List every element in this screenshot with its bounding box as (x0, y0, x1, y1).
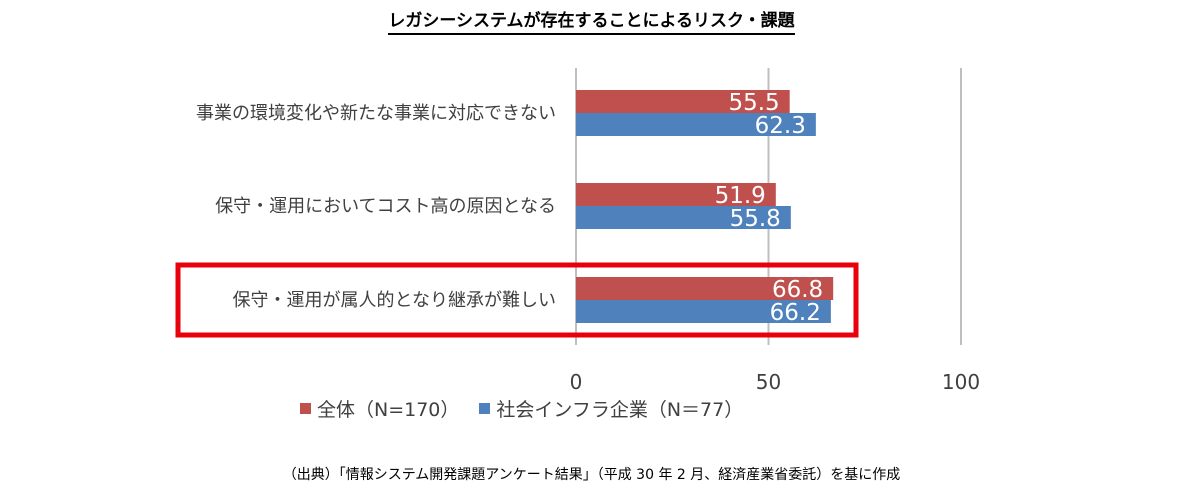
bar (576, 277, 834, 300)
legend-label-infra: 社会インフラ企業（N＝77） (496, 399, 744, 421)
x-tick-label: 0 (570, 370, 583, 394)
data-label: 66.8 (772, 277, 823, 303)
legend-swatch-overall (300, 403, 311, 414)
bar (576, 183, 776, 206)
chart-title-text: レガシーシステムが存在することによるリスク・課題 (388, 11, 795, 35)
x-tick-label: 50 (756, 370, 781, 394)
category-label: 保守・運用が属人的となり継承が難しい (233, 290, 556, 311)
data-label: 55.5 (728, 90, 779, 116)
data-label: 62.3 (755, 113, 806, 139)
legend-item-infra: 社会インフラ企業（N＝77） (479, 395, 743, 422)
source-note: （出典）「情報システム開発課題アンケート結果」（平成 30 年 2 月、経済産業… (282, 467, 901, 483)
data-label: 51.9 (715, 183, 766, 209)
data-label: 55.8 (730, 206, 781, 232)
legend: 全体（N=170） 社会インフラ企業（N＝77） (300, 395, 763, 422)
legend-item-overall: 全体（N=170） (300, 395, 459, 422)
data-label: 66.2 (770, 300, 821, 326)
bar (576, 90, 790, 113)
bar (576, 300, 831, 323)
legend-label-overall: 全体（N=170） (317, 399, 460, 421)
chart-title: レガシーシステムが存在することによるリスク・課題 (0, 6, 1183, 35)
category-label: 事業の環境変化や新たな事業に対応できない (196, 103, 556, 124)
category-label: 保守・運用においてコスト高の原因となる (215, 196, 556, 217)
bar (576, 206, 791, 229)
highlight-frame (175, 262, 859, 338)
legend-swatch-infra (479, 403, 491, 414)
x-tick-label: 100 (942, 370, 980, 394)
bar (576, 113, 816, 136)
